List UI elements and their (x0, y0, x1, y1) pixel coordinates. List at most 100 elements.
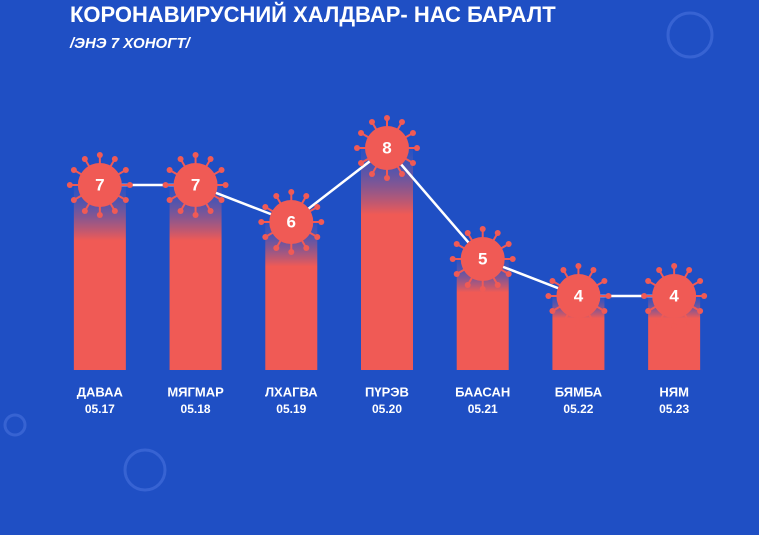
virus-spike-tip (166, 167, 173, 173)
virus-spike-tip (166, 197, 173, 203)
virus-spike-tip (697, 278, 704, 284)
virus-spike-tip (369, 119, 375, 126)
value-circle (652, 274, 697, 318)
virus-spike-tip (399, 119, 405, 126)
x-tick-date: 05.19 (276, 402, 306, 416)
virus-spike-tip (671, 323, 678, 329)
chart-title: КОРОНАВИРУСНИЙ ХАЛДВАР- НАС БАРАЛТ (70, 2, 556, 27)
virus-spike-tip (111, 156, 118, 163)
virus-spike-tip (192, 212, 199, 218)
virus-spike-tip (369, 170, 375, 177)
virus-spike-tip (303, 193, 310, 200)
value-circle (556, 274, 601, 318)
virus-spike-tip (549, 278, 556, 284)
virus-spike-tip (273, 193, 280, 200)
value-label: 5 (478, 249, 487, 268)
value-label: 4 (574, 286, 584, 305)
virus-spike-tip (358, 130, 365, 136)
virus-spike-tip (218, 167, 225, 173)
virus-spike-tip (314, 204, 321, 210)
virus-spike-tip (122, 197, 129, 203)
virus-spike-tip (222, 182, 229, 188)
virus-spike-tip (314, 234, 321, 240)
virus-spike-tip (494, 281, 501, 288)
virus-spike-tip (575, 323, 582, 329)
virus-spike-tip (601, 308, 608, 314)
virus-spike-tip (671, 263, 678, 269)
virus-spike-tip (686, 318, 693, 325)
virus-spike-tip (192, 152, 199, 158)
virus-spike-tip (354, 145, 360, 151)
value-label: 6 (287, 212, 296, 231)
value-label: 4 (669, 286, 679, 305)
virus-spike-tip (641, 293, 648, 299)
virus-spike-tip (494, 230, 501, 237)
virus-spike-tip (560, 267, 567, 274)
virus-spike-tip (96, 152, 103, 158)
virus-spike-tip (126, 182, 133, 188)
x-tick-label: ДАВАА (77, 384, 124, 399)
virus-spike-tip (358, 160, 365, 166)
virus-spike-tip (464, 281, 471, 288)
value-label: 7 (95, 175, 104, 194)
virus-spike-tip (70, 167, 77, 173)
virus-spike-tip (409, 130, 416, 136)
virus-spike-tip (177, 156, 184, 163)
x-tick-date: 05.21 (468, 402, 498, 416)
x-tick-label: НЯМ (659, 384, 689, 399)
virus-spike-tip (318, 219, 325, 225)
virus-marker (162, 152, 229, 218)
value-circle (77, 163, 122, 207)
virus-spike-tip (560, 318, 567, 325)
virus-spike-tip (81, 156, 88, 163)
x-tick-label: МЯГМАР (167, 384, 224, 399)
virus-spike-tip (262, 234, 269, 240)
virus-spike-tip (262, 204, 269, 210)
value-circle (269, 200, 314, 244)
virus-marker (66, 152, 133, 218)
value-label: 7 (191, 175, 200, 194)
x-tick-label: БААСАН (455, 384, 510, 399)
x-tick-date: 05.17 (85, 402, 115, 416)
virus-spike-tip (81, 207, 88, 214)
virus-spike-tip (449, 256, 456, 262)
virus-marker (545, 263, 612, 329)
virus-spike-tip (453, 271, 460, 277)
virus-spike-tip (162, 182, 169, 188)
virus-spike-tip (601, 278, 608, 284)
virus-spike-tip (70, 197, 77, 203)
virus-marker (258, 189, 325, 255)
virus-marker (641, 263, 708, 329)
virus-spike-tip (122, 167, 129, 173)
virus-spike-tip (605, 293, 612, 299)
virus-spike-tip (701, 293, 708, 299)
virus-spike-tip (66, 182, 73, 188)
virus-spike-tip (96, 212, 103, 218)
virus-spike-tip (288, 249, 295, 255)
virus-spike-tip (111, 207, 118, 214)
virus-spike-tip (549, 308, 556, 314)
virus-spike-tip (645, 278, 652, 284)
x-tick-label: ПҮРЭВ (365, 384, 409, 399)
x-tick-date: 05.23 (659, 402, 689, 416)
x-tick-date: 05.20 (372, 402, 402, 416)
virus-spike-tip (409, 160, 416, 166)
x-tick-date: 05.22 (563, 402, 593, 416)
virus-spike-tip (545, 293, 552, 299)
x-tick-date: 05.18 (181, 402, 211, 416)
virus-spike-tip (575, 263, 582, 269)
virus-spike-tip (479, 286, 486, 292)
virus-spike-tip (686, 267, 693, 274)
x-tick-label: ЛХАГВА (265, 384, 318, 399)
virus-spike-tip (399, 170, 405, 177)
virus-spike-tip (303, 244, 310, 251)
decor (3, 11, 714, 492)
virus-spike-tip (656, 318, 663, 325)
value-circle (365, 126, 409, 170)
x-tick-label: БЯМБА (555, 384, 603, 399)
virus-spike-tip (288, 189, 295, 195)
value-circle (460, 237, 505, 281)
virus-spike-tip (384, 175, 390, 181)
